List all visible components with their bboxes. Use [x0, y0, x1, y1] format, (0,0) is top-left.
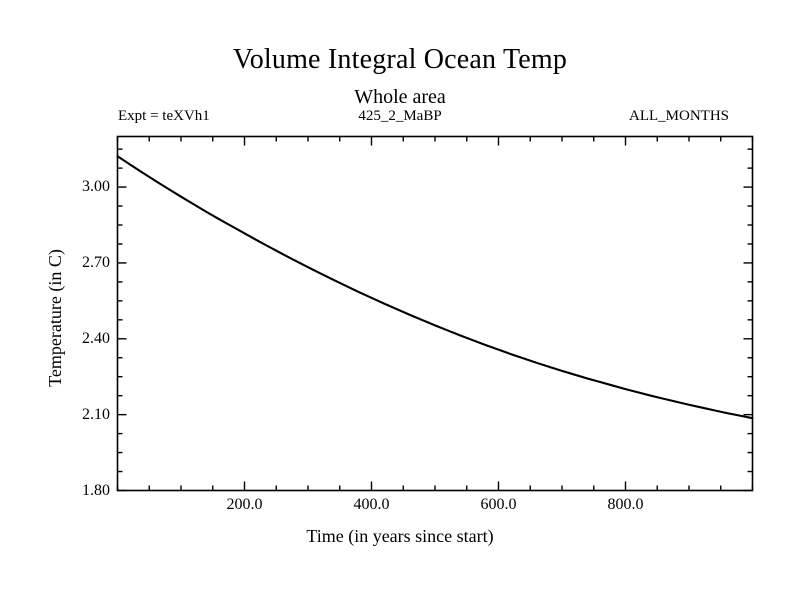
annotation-age: 425_2_MaBP [358, 108, 442, 124]
chart-subtitle: Whole area [354, 86, 446, 108]
axis-frame [116, 135, 754, 492]
x-axis-tick-labels: 200.0 400.0 600.0 800.0 [0, 496, 800, 522]
axis-tick-marks [116, 136, 754, 492]
y-tick-label: 2.40 [82, 329, 110, 347]
x-tick-label: 600.0 [480, 496, 517, 513]
page-title: Volume Integral Ocean Temp [232, 44, 568, 75]
y-axis-tick-labels: 1.80 2.10 2.40 2.70 3.00 [45, 0, 110, 600]
x-tick-label: 200.0 [226, 496, 263, 513]
y-tick-label: 2.70 [82, 253, 110, 271]
x-tick-label: 400.0 [353, 496, 390, 513]
y-tick-label: 3.00 [82, 178, 110, 196]
annotation-months: ALL_MONTHS [629, 108, 729, 124]
annotation-experiment: Expt = teXVh1 [118, 108, 210, 124]
data-series-line [116, 155, 754, 420]
y-tick-label: 2.10 [82, 405, 110, 423]
y-tick-label: 1.80 [82, 481, 110, 499]
x-axis-label: Time (in years since start) [306, 526, 494, 546]
x-tick-label: 800.0 [607, 496, 644, 513]
